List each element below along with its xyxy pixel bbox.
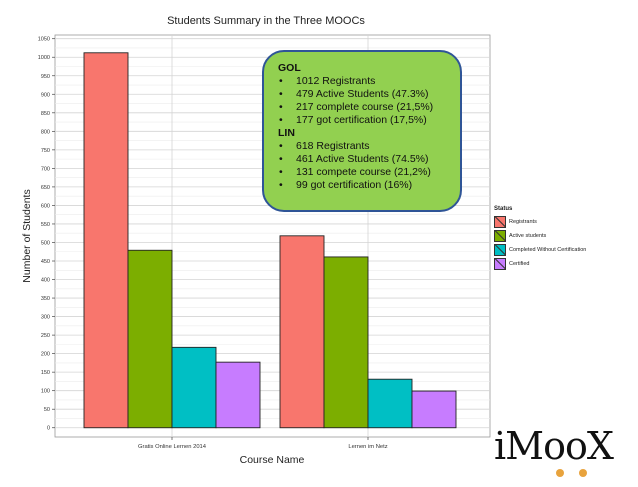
logo-text: iMoo X	[494, 424, 614, 477]
y-tick-label: 900	[41, 92, 50, 98]
y-tick-label: 0	[47, 426, 50, 432]
bar	[83, 52, 129, 429]
legend-swatch	[494, 216, 506, 228]
callout-item: 217 complete course (21,5%)	[278, 101, 448, 114]
y-tick-label: 650	[41, 185, 50, 191]
callout-item: 1012 Registrants	[278, 75, 448, 88]
chart-legend: Status Registrants Active students Compl…	[494, 206, 586, 271]
logo-eyes: oo	[543, 424, 588, 477]
y-tick-label: 850	[41, 111, 50, 117]
y-tick-label: 600	[41, 203, 50, 209]
legend-label: Completed Without Certification	[509, 247, 587, 253]
y-tick-label: 100	[41, 389, 50, 395]
x-axis-label: Course Name	[240, 454, 305, 466]
y-tick-label: 950	[41, 74, 50, 80]
callout-item: 99 got certification (16%)	[278, 179, 448, 192]
bar	[323, 256, 369, 429]
callout-heading-gol: GOL	[278, 62, 301, 74]
bar	[411, 390, 457, 429]
y-tick-label: 150	[41, 370, 50, 376]
bar	[127, 249, 173, 429]
legend-swatch	[494, 258, 506, 270]
callout-item: 479 Active Students (47.3%)	[278, 88, 448, 101]
legend-item-active: Active students	[494, 229, 586, 243]
y-tick-label: 800	[41, 129, 50, 135]
callout-item: 618 Registrants	[278, 140, 448, 153]
legend-item-registrants: Registrants	[494, 215, 586, 229]
legend-title: Status	[494, 206, 513, 212]
legend-label: Active students	[509, 233, 547, 239]
chart-title: Students Summary in the Three MOOCs	[167, 15, 365, 27]
logo-pupils-icon	[549, 443, 595, 477]
y-tick-label: 1050	[38, 37, 50, 43]
bar	[367, 378, 413, 429]
legend-label: Registrants	[509, 219, 537, 225]
legend-item-certified: Certified	[494, 257, 586, 271]
callout-list-gol: 1012 Registrants 479 Active Students (47…	[278, 75, 448, 127]
y-tick-label: 500	[41, 240, 50, 246]
bar	[279, 235, 325, 429]
legend-item-completed: Completed Without Certification	[494, 243, 586, 257]
y-tick-label: 1000	[38, 55, 50, 61]
y-tick-label: 50	[44, 407, 50, 413]
y-tick-label: 400	[41, 278, 50, 284]
callout-heading-lin: LIN	[278, 127, 295, 139]
y-tick-label: 250	[41, 333, 50, 339]
y-tick-label: 450	[41, 259, 50, 265]
callout-item: 461 Active Students (74.5%)	[278, 153, 448, 166]
bar	[215, 361, 261, 429]
y-tick-label: 550	[41, 222, 50, 228]
imoox-logo: iMoo X	[494, 424, 614, 477]
y-axis-label: Number of Students	[21, 189, 33, 282]
x-tick-label: Lernen im Netz	[348, 444, 387, 450]
summary-callout: GOL 1012 Registrants 479 Active Students…	[262, 50, 462, 212]
x-tick-label: Gratis Online Lernen 2014	[138, 444, 207, 450]
callout-list-lin: 618 Registrants 461 Active Students (74.…	[278, 140, 448, 192]
callout-item: 131 compete course (21,2%)	[278, 166, 448, 179]
legend-swatch	[494, 230, 506, 242]
legend-swatch	[494, 244, 506, 256]
legend-label: Certified	[509, 261, 530, 267]
y-tick-label: 750	[41, 148, 50, 154]
y-tick-label: 200	[41, 352, 50, 358]
y-tick-label: 700	[41, 166, 50, 172]
y-tick-label: 300	[41, 315, 50, 321]
callout-item: 177 got certification (17,5%)	[278, 114, 448, 127]
y-tick-label: 350	[41, 296, 50, 302]
bar	[171, 346, 217, 429]
